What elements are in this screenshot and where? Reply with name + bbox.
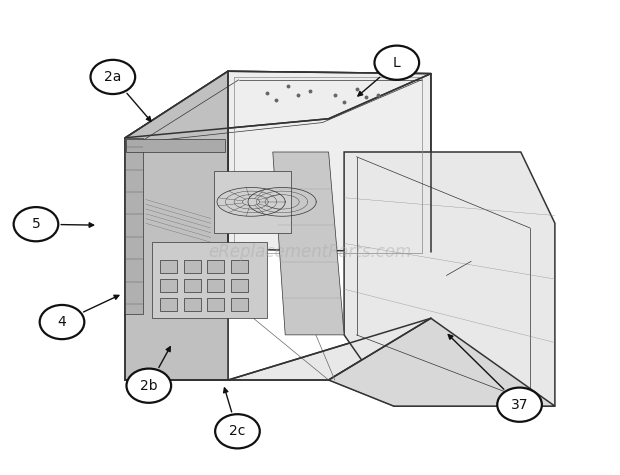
Bar	[207, 298, 224, 311]
Text: 37: 37	[511, 398, 528, 412]
Text: L: L	[393, 56, 401, 70]
Text: 4: 4	[58, 315, 66, 329]
Text: 5: 5	[32, 217, 40, 231]
Bar	[231, 260, 248, 273]
Polygon shape	[125, 138, 143, 314]
Bar	[184, 298, 201, 311]
Bar	[207, 260, 224, 273]
Polygon shape	[125, 71, 228, 380]
Circle shape	[215, 414, 260, 448]
Polygon shape	[126, 139, 225, 152]
Circle shape	[374, 46, 419, 80]
Circle shape	[14, 207, 58, 241]
Polygon shape	[214, 171, 291, 233]
Bar	[160, 260, 177, 273]
Circle shape	[497, 388, 542, 422]
Circle shape	[91, 60, 135, 94]
Text: eReplacementParts.com: eReplacementParts.com	[208, 243, 412, 261]
Polygon shape	[329, 318, 555, 406]
Polygon shape	[125, 318, 431, 380]
Circle shape	[40, 305, 84, 339]
Polygon shape	[344, 152, 555, 406]
Polygon shape	[125, 71, 431, 138]
Polygon shape	[228, 71, 431, 252]
Text: 2a: 2a	[104, 70, 122, 84]
Bar	[231, 279, 248, 292]
Polygon shape	[273, 152, 344, 335]
Bar	[184, 279, 201, 292]
Bar	[231, 298, 248, 311]
Circle shape	[126, 369, 171, 403]
Text: 2b: 2b	[140, 379, 157, 393]
Bar	[207, 279, 224, 292]
Bar	[160, 279, 177, 292]
Bar	[184, 260, 201, 273]
Polygon shape	[152, 242, 267, 318]
Bar	[160, 298, 177, 311]
Text: 2c: 2c	[229, 424, 246, 438]
